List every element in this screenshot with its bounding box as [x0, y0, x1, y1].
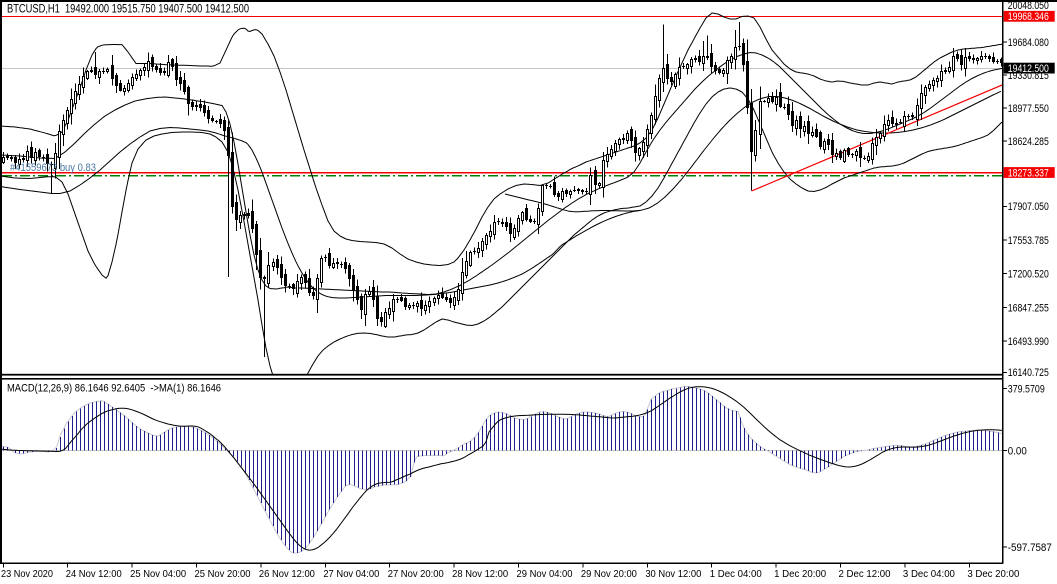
svg-text:0.00: 0.00 [1008, 445, 1027, 457]
svg-text:17907.050: 17907.050 [1008, 201, 1049, 213]
svg-text:2 Dec 12:00: 2 Dec 12:00 [839, 568, 891, 580]
svg-text:30 Nov 12:00: 30 Nov 12:00 [645, 568, 701, 580]
svg-text:25 Nov 20:00: 25 Nov 20:00 [195, 568, 251, 580]
svg-text:24 Nov 12:00: 24 Nov 12:00 [66, 568, 122, 580]
svg-text:29 Nov 20:00: 29 Nov 20:00 [581, 568, 637, 580]
svg-text:29 Nov 04:00: 29 Nov 04:00 [517, 568, 573, 580]
svg-text:3 Dec 04:00: 3 Dec 04:00 [903, 568, 955, 580]
svg-text:19412.500: 19412.500 [1008, 63, 1049, 75]
svg-text:1 Dec 04:00: 1 Dec 04:00 [710, 568, 762, 580]
svg-text:27 Nov 04:00: 27 Nov 04:00 [323, 568, 379, 580]
svg-text:20048.050: 20048.050 [1008, 0, 1049, 12]
svg-text:18977.550: 18977.550 [1008, 103, 1049, 115]
svg-text:17200.520: 17200.520 [1008, 268, 1049, 280]
svg-text:26 Nov 12:00: 26 Nov 12:00 [259, 568, 315, 580]
svg-text:3 Dec 20:00: 3 Dec 20:00 [967, 568, 1019, 580]
svg-text:28 Nov 12:00: 28 Nov 12:00 [452, 568, 508, 580]
svg-text:16493.990: 16493.990 [1008, 336, 1049, 348]
svg-text:BTCUSD,H1 19492.000 19515.750: BTCUSD,H1 19492.000 19515.750 19407.500 … [7, 1, 249, 15]
svg-text:16847.255: 16847.255 [1008, 302, 1049, 314]
svg-text:18273.337: 18273.337 [1008, 167, 1049, 179]
svg-text:27 Nov 20:00: 27 Nov 20:00 [388, 568, 444, 580]
svg-text:#41559673 buy 0.83: #41559673 buy 0.83 [10, 162, 96, 174]
svg-text:1 Dec 20:00: 1 Dec 20:00 [774, 568, 826, 580]
svg-text:MACD(12,26,9) 86.1646 92.6405: MACD(12,26,9) 86.1646 92.6405 ->MA(1) 86… [7, 383, 221, 395]
svg-text:25 Nov 04:00: 25 Nov 04:00 [130, 568, 186, 580]
svg-text:23 Nov 2020: 23 Nov 2020 [1, 568, 53, 580]
svg-text:18624.285: 18624.285 [1008, 136, 1049, 148]
svg-text:19968.346: 19968.346 [1008, 11, 1049, 23]
svg-text:379.5709: 379.5709 [1008, 384, 1045, 396]
svg-text:19684.080: 19684.080 [1008, 37, 1049, 49]
svg-text:-597.7587: -597.7587 [1008, 542, 1052, 554]
svg-text:16140.725: 16140.725 [1008, 367, 1049, 379]
svg-text:17553.785: 17553.785 [1008, 235, 1049, 247]
